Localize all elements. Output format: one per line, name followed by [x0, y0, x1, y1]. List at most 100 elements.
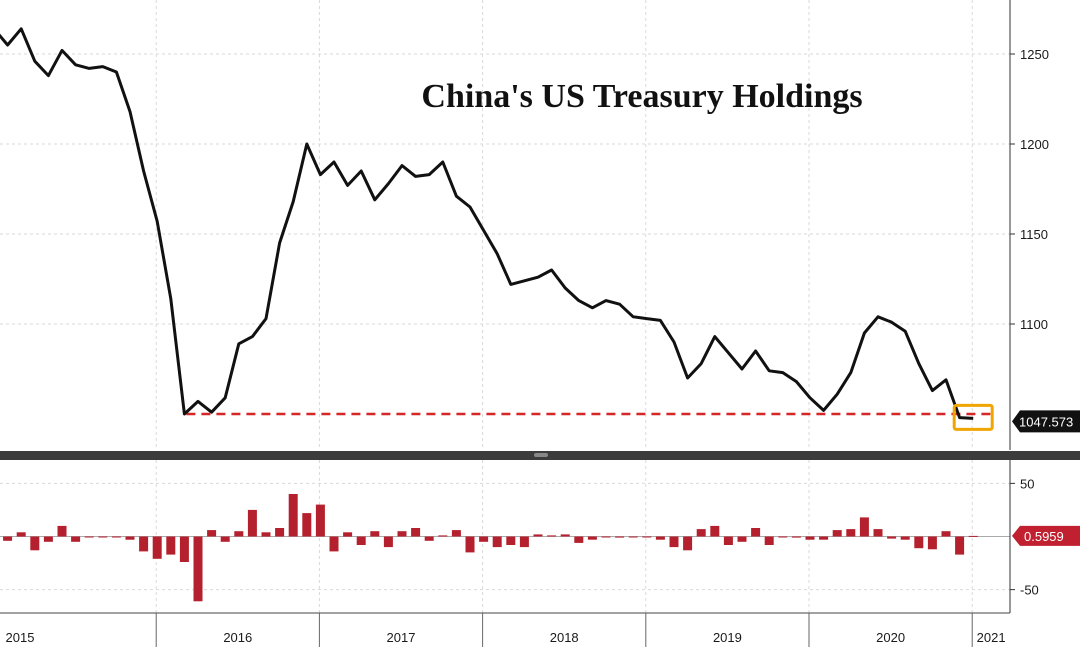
bar: [547, 535, 557, 537]
bar: [438, 535, 448, 537]
bar: [628, 536, 638, 538]
bar: [805, 536, 815, 540]
bottom-y-tick-label: 50: [1020, 476, 1034, 491]
bar: [30, 536, 40, 551]
bar: [302, 513, 312, 537]
bar: [683, 536, 693, 551]
bottom-y-tick-label: -50: [1020, 583, 1039, 598]
bar: [84, 536, 94, 538]
bar: [329, 536, 339, 552]
bar: [261, 532, 271, 537]
bar: [411, 528, 421, 537]
bar: [941, 531, 951, 537]
bar: [560, 534, 570, 537]
bar: [819, 536, 829, 540]
bar: [43, 536, 53, 542]
bar: [696, 529, 706, 537]
bar: [479, 536, 489, 542]
bar: [873, 529, 883, 537]
bottom-last-value-label: 0.5959: [1024, 529, 1064, 544]
top-last-value-tag: 1047.573: [1012, 410, 1080, 433]
bottom-last-value-tag-bg: [1012, 525, 1080, 546]
bar: [125, 536, 135, 540]
bar: [370, 531, 380, 537]
bar: [275, 528, 285, 537]
bar: [859, 517, 869, 537]
bar: [846, 529, 856, 537]
bar: [968, 535, 978, 537]
bar: [642, 536, 652, 538]
bar: [139, 536, 149, 552]
bar: [710, 525, 720, 537]
bar: [465, 536, 475, 553]
bar: [533, 534, 543, 537]
bar: [71, 536, 81, 542]
bar: [397, 531, 407, 537]
bar: [655, 536, 665, 540]
bar: [193, 536, 203, 602]
bar: [737, 536, 747, 542]
bar: [111, 536, 121, 538]
bar: [832, 530, 842, 537]
bar: [519, 536, 529, 548]
bar: [492, 536, 502, 548]
bar: [207, 530, 217, 537]
bar: [587, 536, 597, 540]
bar: [723, 536, 733, 545]
bar: [927, 536, 937, 550]
top-last-value-tag-bg: [1012, 410, 1080, 433]
panel-resize-handle: [534, 453, 548, 457]
monthly-change-bars: [3, 494, 978, 602]
bottom-y-axis: 50 -50: [1010, 476, 1039, 598]
bar: [220, 536, 230, 542]
bar: [166, 536, 176, 555]
bar: [356, 536, 366, 545]
top-y-axis: 1100 1150 1200 1250: [1010, 47, 1049, 332]
bar: [451, 530, 461, 537]
bar: [152, 536, 162, 559]
x-axis-year-labels: 2015 2016 2017 2018 2019 2020 2021: [6, 630, 1006, 645]
top-y-tick-label: 1150: [1020, 227, 1048, 242]
top-last-value-label: 1047.573: [1019, 414, 1073, 429]
bottom-gridlines: [0, 460, 1010, 613]
x-year-label: 2016: [223, 630, 252, 645]
chart-title: China's US Treasury Holdings: [421, 78, 862, 115]
x-axis: 2015 2016 2017 2018 2019 2020 2021: [0, 612, 1010, 647]
bar: [3, 536, 13, 541]
top-y-tick-label: 1200: [1020, 137, 1049, 152]
x-year-label: 2018: [550, 630, 579, 645]
bar: [179, 536, 189, 562]
bar: [900, 536, 910, 540]
x-year-label: 2017: [387, 630, 416, 645]
x-axis-year-separators: [155, 613, 973, 647]
bar: [615, 536, 625, 538]
bottom-last-value-tag: 0.5959: [1012, 525, 1080, 546]
bar: [315, 504, 325, 537]
bar: [16, 532, 26, 537]
top-y-tick-label: 1250: [1020, 47, 1049, 62]
bar: [424, 536, 434, 541]
bar: [669, 536, 679, 548]
bar: [343, 532, 353, 537]
bar: [601, 536, 611, 538]
bottom-panel: 50 -50 0.5959: [0, 460, 1080, 613]
bar: [288, 494, 298, 537]
holdings-line: [0, 27, 974, 420]
bar: [955, 536, 965, 555]
top-panel: 1100 1150 1200 1250 1047.573 China's US Tre…: [0, 0, 1080, 450]
latest-value-highlight-box: [952, 403, 994, 431]
top-gridlines: [0, 0, 1010, 450]
x-year-label: 2015: [6, 630, 35, 645]
bar: [247, 509, 257, 537]
bar: [98, 536, 108, 538]
x-year-label: 2021: [977, 630, 1006, 645]
bar: [57, 525, 67, 537]
bar: [887, 536, 897, 539]
top-y-tick-label: 1100: [1020, 317, 1048, 332]
bar: [574, 536, 584, 543]
bar: [778, 536, 788, 538]
top-plot-area: [0, 0, 1010, 450]
bar: [791, 536, 801, 538]
x-year-label: 2019: [713, 630, 742, 645]
